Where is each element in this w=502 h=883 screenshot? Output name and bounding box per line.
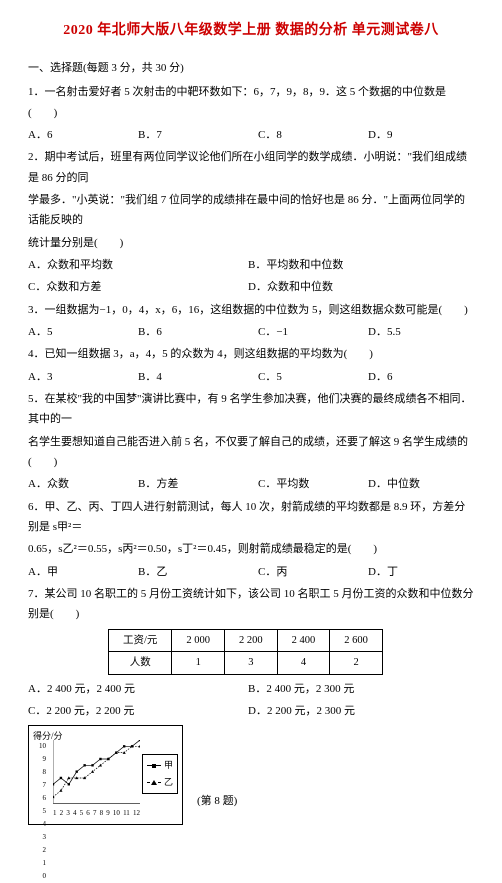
q4-opt-b: B．4 [138,367,258,387]
q1-options: A．6 B．7 C．8 D．9 [28,125,474,145]
q7-table: 工资/元 2 000 2 200 2 400 2 600 人数 1 3 4 2 [108,629,383,675]
q1-opt-c: C．8 [258,125,368,145]
q5-opt-a: A．众数 [28,474,138,494]
q7-r-4: 2 [330,652,383,674]
q1-opt-a: A．6 [28,125,138,145]
q7-opt-a: A．2 400 元，2 400 元 [28,679,248,699]
q6-opt-a: A．甲 [28,562,138,582]
q6-line2: 0.65，s乙²＝0.55，s丙²＝0.50，s丁²＝0.45，则射箭成绩最稳定… [28,539,474,559]
q5-opt-b: B．方差 [138,474,258,494]
q1-text: 1．一名射击爱好者 5 次射击的中靶环数如下：6，7，9，8，9．这 5 个数据… [28,82,474,123]
q6-options: A．甲 B．乙 C．丙 D．丁 [28,562,474,582]
q7-opt-c: C．2 200 元，2 200 元 [28,701,248,721]
q6-opt-d: D．丁 [368,562,468,582]
section-1-heading: 一、选择题(每题 3 分，共 30 分) [28,58,474,78]
q8-chart: 得分/分 109876543210 123456789101112 甲 乙 [28,725,183,825]
q7-th-3: 2 400 [277,629,330,651]
q6-line1: 6．甲、乙、丙、丁四人进行射箭测试，每人 10 次，射箭成绩的平均数都是 8.9… [28,497,474,538]
q4-opt-a: A．3 [28,367,138,387]
q2-opt-b: B．平均数和中位数 [248,255,468,275]
q2-opt-d: D．众数和中位数 [248,277,468,297]
q7-th-4: 2 600 [330,629,383,651]
q7-options-2: C．2 200 元，2 200 元 D．2 200 元，2 300 元 [28,701,474,721]
legend-b: 乙 [164,774,173,791]
q7-opt-d: D．2 200 元，2 300 元 [248,701,468,721]
q2-opt-c: C．众数和方差 [28,277,248,297]
page-title: 2020 年北师大版八年级数学上册 数据的分析 单元测试卷八 [28,18,474,44]
q7-th-2: 2 200 [225,629,278,651]
chart-legend: 甲 乙 [142,754,178,793]
q1-opt-b: B．7 [138,125,258,145]
q2-options-1: A．众数和平均数 B．平均数和中位数 [28,255,474,275]
chart-y-ticks: 109876543210 [39,740,46,808]
q5-opt-d: D．中位数 [368,474,468,494]
q3-opt-d: D．5.5 [368,322,468,342]
q7-r-1: 1 [172,652,225,674]
chart-x-ticks: 123456789101112 [53,807,140,820]
q2-line1: 2．期中考试后，班里有两位同学议论他们所在小组同学的数学成绩．小明说："我们组成… [28,147,474,188]
q4-text: 4．已知一组数据 3，a，4，5 的众数为 4，则这组数据的平均数为( ) [28,344,474,364]
legend-a: 甲 [164,757,173,774]
q4-options: A．3 B．4 C．5 D．6 [28,367,474,387]
q5-options: A．众数 B．方差 C．平均数 D．中位数 [28,474,474,494]
q3-opt-b: B．6 [138,322,258,342]
q7-opt-b: B．2 400 元，2 300 元 [248,679,468,699]
q7-r-0: 人数 [109,652,172,674]
q7-th-0: 工资/元 [109,629,172,651]
q2-line3: 统计量分别是( ) [28,233,474,253]
q8-chart-block: 得分/分 109876543210 123456789101112 甲 乙 (第… [28,725,474,825]
chart-plot [53,740,140,803]
q6-opt-c: C．丙 [258,562,368,582]
q8-caption: (第 8 题) [197,791,237,811]
q7-r-3: 4 [277,652,330,674]
q4-opt-c: C．5 [258,367,368,387]
q3-opt-a: A．5 [28,322,138,342]
q2-line2: 学最多．"小英说："我们组 7 位同学的成绩排在最中间的恰好也是 86 分．"上… [28,190,474,231]
q5-opt-c: C．平均数 [258,474,368,494]
q7-options-1: A．2 400 元，2 400 元 B．2 400 元，2 300 元 [28,679,474,699]
q5-line1: 5．在某校"我的中国梦"演讲比赛中，有 9 名学生参加决赛，他们决赛的最终成绩各… [28,389,474,430]
q6-opt-b: B．乙 [138,562,258,582]
q3-opt-c: C．−1 [258,322,368,342]
q7-th-1: 2 000 [172,629,225,651]
q5-line2: 名学生要想知道自己能否进入前 5 名，不仅要了解自己的成绩，还要了解这 9 名学… [28,432,474,473]
q7-text: 7．某公司 10 名职工的 5 月份工资统计如下，该公司 10 名职工 5 月份… [28,584,474,625]
q1-opt-d: D．9 [368,125,468,145]
q7-r-2: 3 [225,652,278,674]
q3-text: 3．一组数据为−1，0，4，x，6，16，这组数据的中位数为 5，则这组数据众数… [28,300,474,320]
q3-options: A．5 B．6 C．−1 D．5.5 [28,322,474,342]
q2-opt-a: A．众数和平均数 [28,255,248,275]
q4-opt-d: D．6 [368,367,468,387]
q2-options-2: C．众数和方差 D．众数和中位数 [28,277,474,297]
